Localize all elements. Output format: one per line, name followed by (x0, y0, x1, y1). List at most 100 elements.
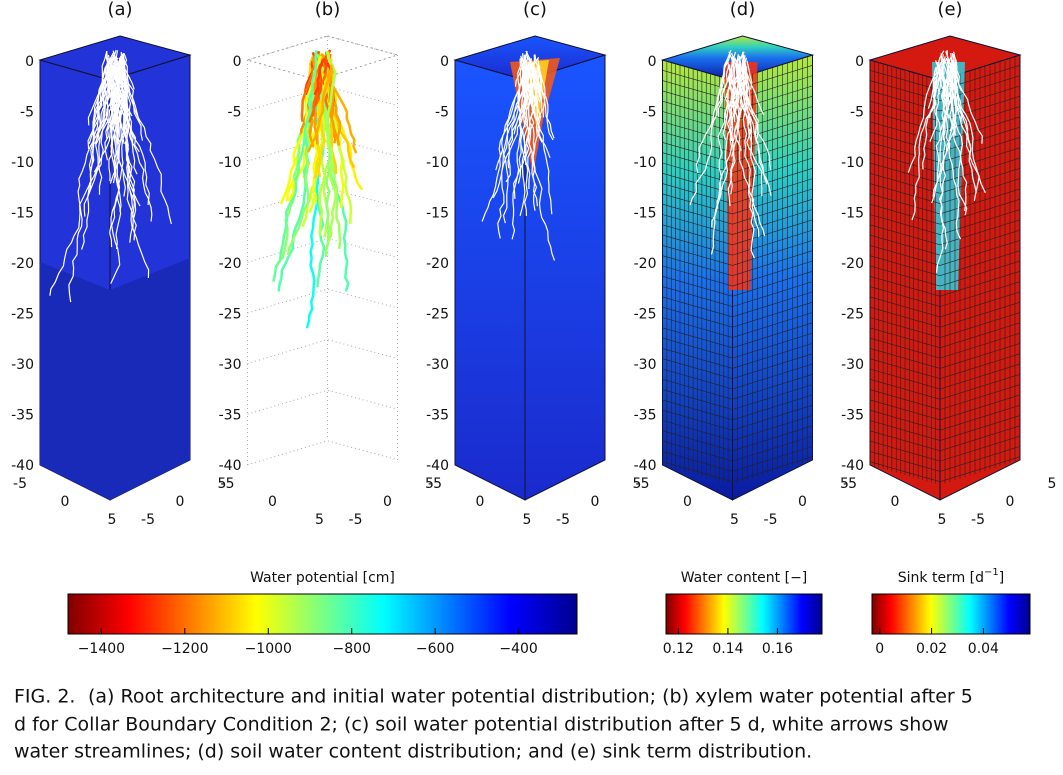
z-tick-label: -35 (219, 408, 242, 424)
x-tick-label: 5 (108, 512, 117, 528)
panel: (e)0-5-10-15-20-25-30-35-40-505 -505 (841, 0, 1056, 528)
colorbar-tick-label: −600 (416, 641, 454, 657)
root (502, 68, 525, 224)
cell-grid (869, 435, 1021, 462)
cell-grid (662, 322, 813, 349)
root (523, 57, 529, 104)
z-tick-label: -15 (634, 206, 657, 222)
z-tick-label: -20 (219, 256, 242, 272)
colorbar-tick-label: −1400 (78, 641, 125, 657)
z-tick-label: -15 (11, 206, 34, 222)
cell-grid (869, 291, 1021, 318)
root (727, 59, 736, 122)
colorbar-title: Water content [−] (681, 570, 808, 586)
z-tick-label: -25 (426, 307, 449, 323)
z-tick-label: -25 (11, 307, 34, 323)
z-tick-label: -15 (841, 206, 864, 222)
panel: (d)0-5-10-15-20-25-30-35-40-505 -505 (634, 0, 849, 528)
cell-grid (662, 291, 813, 318)
cell-grid (662, 425, 813, 452)
root (272, 50, 318, 282)
cell-grid (662, 312, 813, 338)
cell-grid (869, 363, 1021, 390)
root (90, 67, 109, 169)
root (93, 68, 115, 173)
z-tick-label: -30 (841, 357, 864, 373)
cell-grid (662, 157, 813, 184)
cell-grid (662, 209, 813, 235)
root (329, 63, 338, 144)
root (710, 63, 745, 255)
root (537, 69, 554, 141)
z-tick-label: 0 (233, 54, 242, 70)
cell-grid (662, 404, 813, 431)
y-tick-label: -5 (349, 512, 363, 528)
root (950, 67, 968, 216)
y-tick-label: 5 (218, 476, 227, 492)
cell-grid (662, 435, 813, 462)
x-tick-label: -5 (636, 476, 650, 492)
cell-grid (662, 394, 813, 421)
z-tick-label: -35 (634, 408, 657, 424)
cell-grid (869, 456, 1021, 483)
x-tick-label: 0 (683, 494, 692, 510)
z-tick-label: -40 (11, 458, 34, 474)
z-tick-label: -5 (20, 105, 34, 121)
colorbar-tick-label: 0.02 (916, 641, 947, 657)
cell-grid (662, 353, 813, 380)
root (911, 58, 945, 221)
colorbar (67, 593, 578, 635)
root (519, 53, 529, 216)
root (741, 61, 765, 116)
z-tick-label: 0 (440, 54, 449, 70)
caption-label: FIG. 2. (14, 686, 75, 708)
colorbar-title-sup: −1 (984, 567, 999, 578)
z-tick-label: -15 (219, 206, 242, 222)
root (516, 54, 529, 217)
root (115, 69, 125, 250)
x-tick-label: -5 (428, 476, 442, 492)
root (730, 64, 745, 195)
root (736, 64, 753, 114)
root (123, 58, 140, 123)
cell-grid (869, 250, 1021, 277)
cell-grid (662, 147, 813, 174)
root (730, 53, 768, 185)
cell-grid (869, 95, 1021, 122)
root (952, 53, 983, 144)
center-strip (932, 62, 965, 290)
root (521, 69, 538, 207)
root (532, 62, 542, 104)
root (737, 59, 742, 128)
cell-grid (869, 404, 1021, 431)
y-tick-label: 0 (176, 494, 185, 510)
z-tick-label: -40 (219, 458, 242, 474)
panel: (b)0-5-10-15-20-25-30-35-40-505 -505 (219, 0, 434, 528)
caption-line: (a) Root architecture and initial water … (88, 686, 973, 708)
cell-grid (662, 384, 813, 410)
colorbar-tick-label: 0 (875, 641, 884, 657)
cell-grid (869, 322, 1021, 349)
panel: (c)0-5-10-15-20-25-30-35-40-505 -505 (426, 0, 641, 528)
root (313, 59, 325, 96)
cell-grid (869, 415, 1021, 441)
z-tick-label: -30 (11, 357, 34, 373)
colorbar-title-end: ] (999, 570, 1004, 586)
panel-label: (b) (315, 0, 340, 20)
cell-grid (869, 301, 1021, 328)
z-tick-label: -5 (435, 105, 449, 121)
colorbar-tick-label: 0.14 (712, 641, 743, 657)
root (935, 54, 957, 273)
colorbar (871, 593, 1031, 635)
z-tick-label: -25 (841, 307, 864, 323)
root (105, 57, 124, 139)
root (81, 51, 115, 250)
y-tick-label: -5 (141, 512, 155, 528)
z-tick-label: -35 (426, 408, 449, 424)
caption-line: water streamlines; (d) soil water conten… (14, 741, 812, 763)
cell-grid (869, 198, 1021, 225)
cell-grid (662, 415, 813, 441)
cell-grid (869, 446, 1021, 472)
colorbar-tick-label: −400 (499, 641, 537, 657)
colorbar-title-text: Water potential [cm] (250, 570, 395, 586)
